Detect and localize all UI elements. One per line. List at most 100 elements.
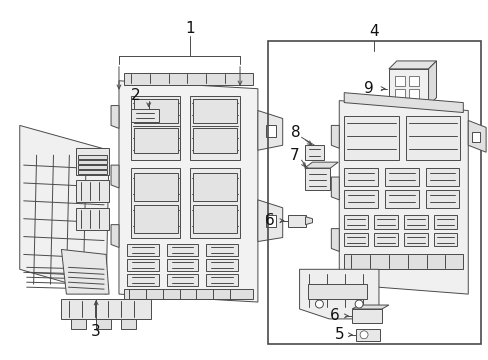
- Polygon shape: [257, 111, 282, 150]
- Bar: [471, 132, 479, 142]
- Bar: [131, 168, 180, 238]
- Bar: [193, 205, 237, 233]
- Bar: [403, 215, 427, 229]
- Bar: [127, 260, 158, 271]
- Bar: [134, 129, 177, 153]
- Text: 2: 2: [131, 88, 141, 103]
- Polygon shape: [299, 269, 378, 319]
- Bar: [384, 190, 418, 208]
- Bar: [265, 125, 275, 137]
- Text: 8: 8: [290, 125, 300, 140]
- Bar: [123, 73, 252, 85]
- Bar: [206, 244, 238, 256]
- Bar: [166, 244, 198, 256]
- Bar: [425, 168, 458, 186]
- Bar: [131, 109, 158, 122]
- Bar: [265, 215, 275, 227]
- Bar: [304, 168, 330, 190]
- Text: 1: 1: [185, 21, 195, 36]
- Polygon shape: [111, 225, 119, 247]
- Bar: [394, 76, 404, 86]
- Text: 5: 5: [334, 327, 344, 342]
- Text: 6: 6: [329, 309, 339, 323]
- Polygon shape: [355, 329, 379, 341]
- Bar: [78, 155, 107, 159]
- Text: 6: 6: [264, 213, 274, 228]
- Polygon shape: [331, 229, 339, 251]
- Polygon shape: [388, 61, 436, 69]
- Bar: [384, 168, 418, 186]
- Bar: [190, 168, 240, 238]
- Polygon shape: [468, 121, 485, 152]
- Polygon shape: [427, 61, 436, 105]
- Bar: [405, 116, 459, 160]
- Bar: [344, 233, 367, 247]
- Bar: [307, 284, 366, 299]
- Bar: [193, 99, 237, 123]
- Bar: [166, 274, 198, 286]
- Polygon shape: [121, 319, 136, 329]
- Bar: [131, 96, 180, 160]
- Circle shape: [354, 300, 362, 308]
- Text: 7: 7: [289, 148, 299, 163]
- Bar: [61, 299, 150, 319]
- Circle shape: [315, 300, 323, 308]
- Polygon shape: [20, 125, 109, 294]
- Bar: [123, 289, 252, 299]
- Polygon shape: [76, 148, 109, 175]
- Polygon shape: [71, 319, 86, 329]
- Bar: [408, 89, 418, 99]
- Bar: [166, 260, 198, 271]
- Bar: [344, 168, 377, 186]
- Text: 4: 4: [368, 24, 378, 39]
- Polygon shape: [351, 305, 388, 309]
- Polygon shape: [331, 177, 339, 200]
- Bar: [193, 173, 237, 201]
- Bar: [190, 96, 240, 160]
- Polygon shape: [76, 180, 109, 202]
- Bar: [78, 165, 107, 169]
- Bar: [433, 215, 456, 229]
- Polygon shape: [76, 208, 109, 230]
- Bar: [206, 260, 238, 271]
- Text: 9: 9: [364, 81, 373, 96]
- Bar: [344, 255, 462, 269]
- Polygon shape: [344, 93, 462, 113]
- Bar: [127, 274, 158, 286]
- Polygon shape: [61, 249, 109, 294]
- Bar: [206, 274, 238, 286]
- Bar: [267, 41, 480, 344]
- Bar: [134, 205, 177, 233]
- Bar: [304, 145, 324, 160]
- Bar: [408, 76, 418, 86]
- Bar: [344, 190, 377, 208]
- Bar: [344, 215, 367, 229]
- Bar: [425, 190, 458, 208]
- Bar: [134, 173, 177, 201]
- Polygon shape: [257, 200, 282, 242]
- Bar: [403, 233, 427, 247]
- Polygon shape: [331, 125, 339, 148]
- Polygon shape: [339, 100, 468, 294]
- Circle shape: [359, 331, 367, 339]
- Polygon shape: [96, 319, 111, 329]
- Polygon shape: [304, 162, 338, 168]
- Bar: [287, 215, 305, 227]
- Bar: [78, 170, 107, 174]
- Polygon shape: [119, 81, 257, 302]
- Bar: [394, 89, 404, 99]
- Bar: [134, 99, 177, 123]
- Bar: [127, 244, 158, 256]
- Polygon shape: [388, 69, 427, 105]
- Bar: [344, 116, 398, 160]
- Polygon shape: [111, 105, 119, 129]
- Bar: [373, 215, 397, 229]
- Polygon shape: [305, 217, 312, 225]
- Bar: [78, 160, 107, 164]
- Bar: [373, 233, 397, 247]
- Polygon shape: [111, 165, 119, 188]
- Text: 3: 3: [91, 324, 101, 339]
- Bar: [433, 233, 456, 247]
- Polygon shape: [351, 309, 381, 323]
- Bar: [193, 129, 237, 153]
